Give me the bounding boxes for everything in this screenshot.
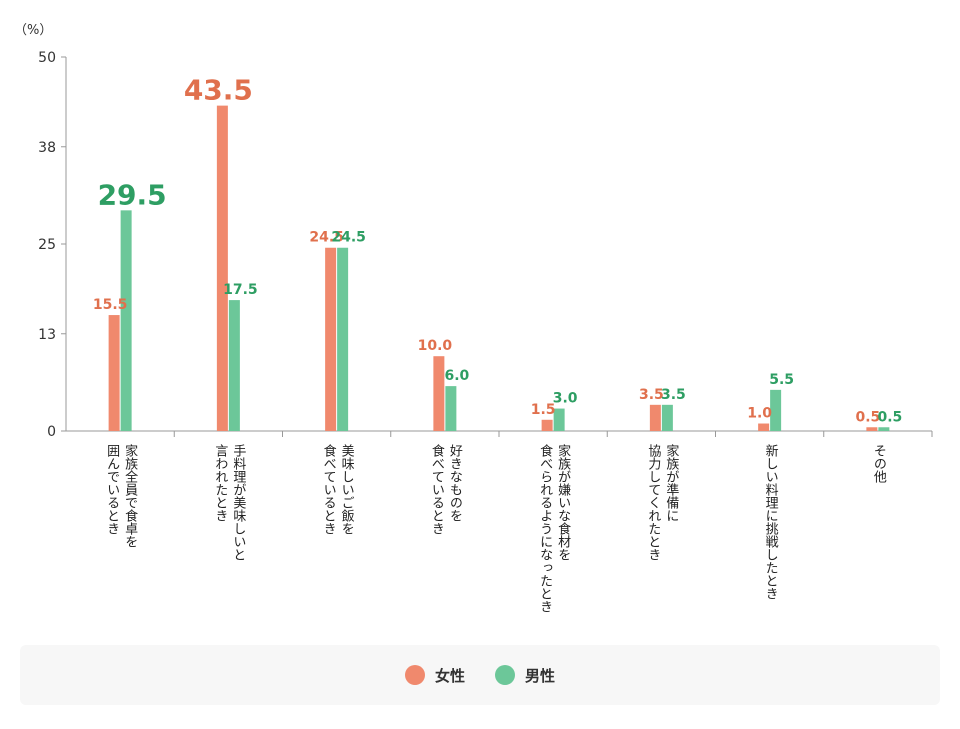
legend-swatch-female [404, 665, 425, 685]
value-label-male-7: 0.5 [877, 409, 902, 425]
value-label-female-7: 0.5 [855, 409, 880, 425]
y-tick-label: 25 [38, 237, 56, 253]
bar-female-0 [108, 315, 120, 431]
bar-female-3 [433, 356, 445, 431]
value-label-female-2: 24.5 [309, 230, 344, 246]
bar-female-4 [541, 419, 553, 431]
category-label-0: 家族全員で食卓を 囲んでいるとき [104, 444, 138, 548]
category-label-1: 手料理が美味しいと 言われたとき [212, 444, 246, 561]
value-label-male-1: 17.5 [223, 282, 258, 298]
bar-female-7 [866, 427, 878, 431]
value-label-male-6: 5.5 [769, 372, 794, 388]
category-label-3: 好きなものを 食べているとき [428, 444, 462, 535]
legend-label-female: 女性 [434, 666, 465, 685]
category-label-7: その他 [870, 444, 886, 483]
category-label-6: 新しい料理に挑戦したとき [762, 444, 778, 600]
bar-female-5 [649, 404, 661, 431]
legend-swatch-male [495, 665, 515, 685]
bar-male-3 [445, 386, 457, 431]
bar-male-0 [120, 210, 132, 431]
category-label-2: 美味しいご飯を 食べているとき [320, 444, 354, 535]
value-label-male-5: 3.5 [661, 387, 686, 403]
category-label-4: 家族が嫌いな食材を 食べられるようになったとき [537, 444, 571, 613]
value-label-female-6: 1.0 [747, 406, 772, 422]
bar-male-7 [878, 427, 890, 431]
value-label-male-0: 29.5 [98, 178, 167, 211]
bar-male-5 [661, 404, 673, 431]
bar-female-1 [216, 105, 228, 432]
bar-male-1 [228, 300, 240, 431]
y-tick-label: 50 [38, 50, 56, 66]
bars-group [108, 105, 890, 432]
bar-male-4 [553, 408, 565, 431]
value-label-female-4: 1.5 [531, 402, 556, 418]
legend: 女性 男性 [20, 645, 940, 705]
y-unit-label: （%） [14, 23, 52, 38]
y-axis: 0 13 25 38 50 [38, 50, 933, 440]
value-label-male-2: 24.5 [331, 230, 366, 246]
legend-item-female: 女性 [404, 665, 465, 686]
bar-chart: （%） 0 13 25 38 50 15.5 29.5 43.5 17.5 24.524.5 10… [14, 23, 933, 440]
bar-male-6 [770, 389, 782, 431]
y-tick-label: 0 [47, 424, 56, 440]
y-tick-label: 13 [38, 327, 56, 343]
legend-label-male: 男性 [525, 666, 556, 685]
value-label-female-3: 10.0 [418, 338, 453, 354]
value-label-male-4: 3.0 [553, 391, 578, 407]
legend-item-male: 男性 [495, 665, 555, 686]
bar-female-6 [758, 423, 770, 431]
value-labels-group: 15.5 29.5 43.5 17.5 24.524.5 10.0 6.0 1.53.0 3.5… [93, 74, 902, 426]
bar-female-2 [325, 247, 337, 431]
y-tick-label: 38 [38, 140, 56, 156]
bar-male-2 [337, 247, 349, 431]
category-label-5: 家族が準備に 協力してくれたとき [645, 444, 679, 561]
value-label-female-0: 15.5 [93, 297, 128, 313]
value-label-female-1: 43.5 [184, 74, 253, 107]
value-label-female-5: 3.5 [639, 387, 664, 403]
value-label-male-3: 6.0 [444, 368, 469, 384]
